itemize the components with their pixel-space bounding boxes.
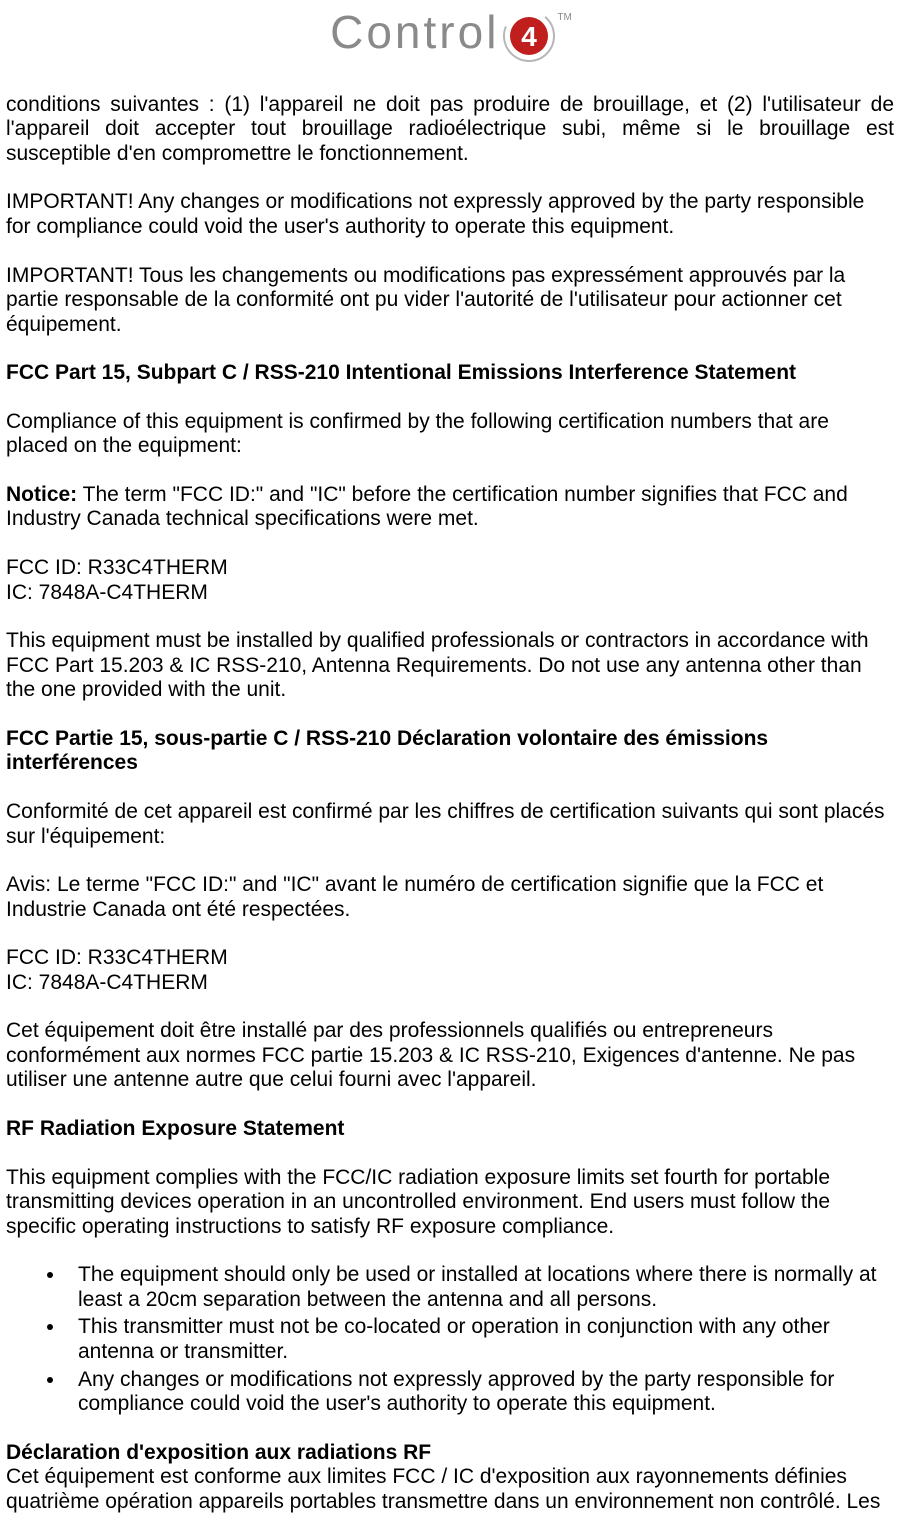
fcc-id: FCC ID: R33C4THERM [6,946,228,969]
list-item: This transmitter must not be co-located … [66,1315,894,1364]
list-item: Any changes or modifications not express… [66,1368,894,1417]
section-heading: RF Radiation Exposure Statement [6,1117,894,1142]
section-heading: FCC Part 15, Subpart C / RSS-210 Intenti… [6,361,894,386]
body-paragraph: IMPORTANT! Any changes or modifications … [6,190,894,239]
body-paragraph: Compliance of this equipment is confirme… [6,410,894,459]
section-heading: FCC Partie 15, sous-partie C / RSS-210 D… [6,727,894,776]
svg-text:4: 4 [522,21,538,52]
body-paragraph: Cet équipement doit être installé par de… [6,1019,894,1093]
body-paragraph: Conformité de cet appareil est confirmé … [6,800,894,849]
bullet-list: The equipment should only be used or ins… [6,1263,894,1416]
id-block: FCC ID: R33C4THERM IC: 7848A-C4THERM [6,946,894,995]
trademark-label: TM [557,12,571,23]
logo-orb-icon: 4 [503,10,555,69]
notice-label: Notice: [6,483,77,506]
list-item: The equipment should only be used or ins… [66,1263,894,1312]
section-heading: Déclaration d'exposition aux radiations … [6,1441,894,1466]
body-paragraph: conditions suivantes : (1) l'appareil ne… [6,93,894,167]
body-paragraph: Cet équipement est conforme aux limites … [6,1465,894,1514]
ic-id: IC: 7848A-C4THERM [6,971,208,994]
control4-logo: Control 4 TM [330,6,570,75]
avis-mid: "FCC ID:" and "IC" [146,873,319,896]
ic-id: IC: 7848A-C4THERM [6,581,208,604]
avis-paragraph: Avis: Le terme "FCC ID:" and "IC" avant … [6,873,894,922]
body-paragraph: IMPORTANT! Tous les changements ou modif… [6,264,894,338]
logo-header: Control 4 TM [6,0,894,75]
document-page: Control 4 TM conditions suivantes : (1) … [0,0,900,1514]
notice-paragraph: Notice: The term "FCC ID:" and "IC" befo… [6,483,894,532]
fcc-id: FCC ID: R33C4THERM [6,556,228,579]
avis-pre: Avis: Le terme [6,873,146,896]
notice-text: The term "FCC ID:" and "IC" before the c… [6,483,848,531]
body-paragraph: This equipment complies with the FCC/IC … [6,1166,894,1240]
logo-text: Control [330,6,499,58]
body-paragraph: This equipment must be installed by qual… [6,629,894,703]
id-block: FCC ID: R33C4THERM IC: 7848A-C4THERM [6,556,894,605]
